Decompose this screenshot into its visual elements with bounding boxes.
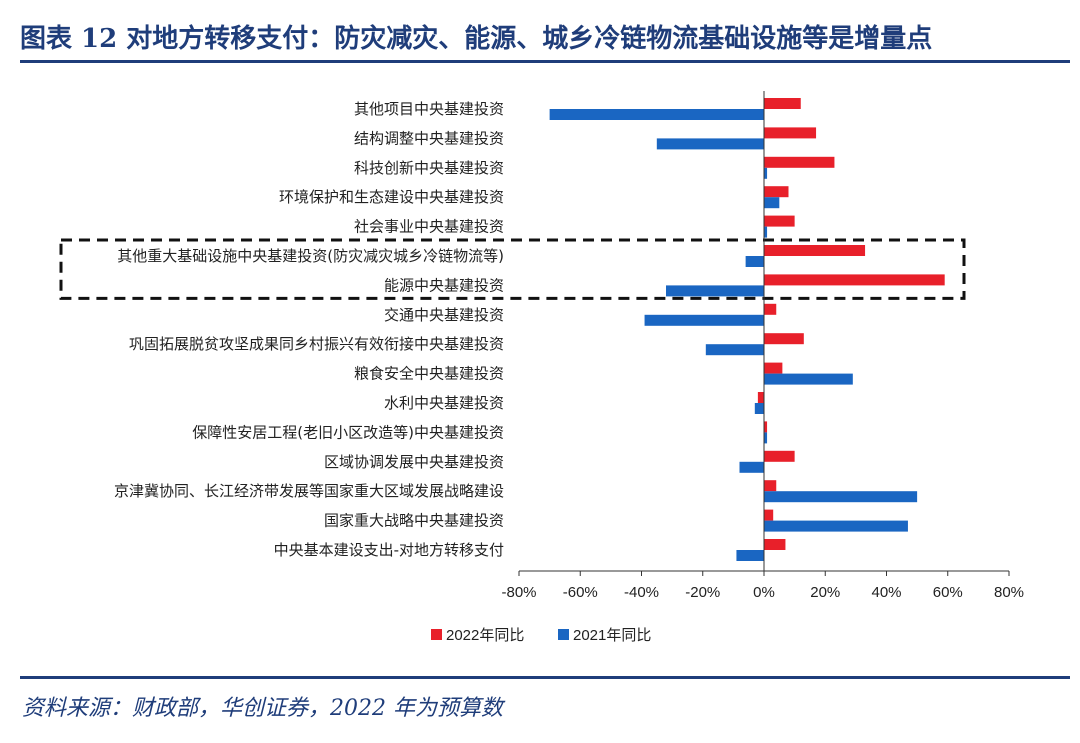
bar-2021 — [549, 109, 764, 120]
legend-label-2021: 2021年同比 — [573, 627, 651, 644]
bar-2021 — [764, 432, 768, 444]
category-label: 交通中央基建投资 — [384, 306, 504, 324]
bar-2021 — [644, 314, 764, 326]
bar-2021 — [745, 256, 764, 267]
category-label: 其他项目中央基建投资 — [354, 100, 504, 118]
x-tick-label: 80% — [994, 584, 1024, 601]
category-label: 粮食安全中央基建投资 — [354, 365, 504, 383]
bar-2022 — [764, 450, 795, 462]
bar-2022 — [764, 186, 789, 198]
category-label: 结构调整中央基建投资 — [354, 129, 504, 147]
bar-2021 — [736, 550, 764, 561]
category-labels: 其他项目中央基建投资结构调整中央基建投资科技创新中央基建投资环境保护和生态建设中… — [114, 100, 504, 559]
category-label: 保障性安居工程(老旧小区改造等)中央基建投资 — [192, 423, 504, 441]
bar-2021 — [666, 285, 764, 297]
category-label: 科技创新中央基建投资 — [354, 159, 504, 177]
category-label: 环境保护和生态建设中央基建投资 — [279, 188, 504, 206]
bar-2022 — [764, 98, 801, 109]
x-tick-label: -20% — [685, 584, 720, 601]
bars-layer — [549, 98, 945, 561]
chart-title: 图表 12 对地方转移支付：防灾减灾、能源、城乡冷链物流基础设施等是增量点 — [20, 24, 933, 54]
category-label: 水利中央基建投资 — [384, 394, 504, 412]
bar-2022 — [764, 480, 777, 492]
bar-2022 — [757, 392, 764, 403]
category-label: 区域协调发展中央基建投资 — [324, 453, 504, 471]
category-label: 巩固拓展脱贫攻坚成果同乡村振兴有效衔接中央基建投资 — [129, 335, 504, 353]
bar-2022 — [764, 303, 777, 315]
x-tick-label: 60% — [933, 584, 963, 601]
bar-2021 — [764, 167, 768, 179]
category-label: 社会事业中央基建投资 — [354, 218, 504, 236]
header-divider — [20, 60, 1070, 63]
chart-header: 图表 12 对地方转移支付：防灾减灾、能源、城乡冷链物流基础设施等是增量点 — [20, 12, 1070, 63]
x-tick-label: 40% — [871, 584, 901, 601]
legend-swatch-2021 — [558, 629, 569, 640]
axes-layer: -80% -60% -40% -20% 0% 20% 40% 60% 80% — [501, 91, 1024, 601]
x-tick-label: -80% — [501, 584, 536, 601]
bar-2021 — [764, 520, 908, 532]
bar-2022 — [764, 215, 795, 227]
highlight-layer — [59, 238, 966, 300]
bar-2021 — [764, 491, 918, 503]
category-label: 国家重大战略中央基建投资 — [324, 512, 504, 530]
source-note: 资料来源：财政部，华创证券，2022 年为预算数 — [22, 696, 503, 721]
bar-2022 — [764, 509, 774, 521]
bar-2021 — [764, 373, 853, 385]
bar-2022 — [764, 156, 835, 168]
footer-divider — [20, 676, 1070, 679]
bar-2022 — [764, 127, 817, 139]
bar-2021 — [739, 461, 764, 473]
category-label: 中央基本建设支出-对地方转移支付 — [274, 541, 504, 559]
legend-label-2022: 2022年同比 — [446, 627, 524, 644]
bar-2022 — [764, 421, 768, 433]
x-tick-label: 0% — [753, 584, 775, 601]
x-tick-label: -40% — [624, 584, 659, 601]
bar-2022 — [764, 362, 783, 374]
legend-swatch-2022 — [431, 629, 442, 640]
bar-2022 — [764, 539, 786, 550]
bar-2022 — [764, 274, 945, 286]
bar-2021 — [754, 403, 764, 414]
highlight-box — [59, 238, 966, 300]
x-tick-label: -60% — [563, 584, 598, 601]
category-label: 其他重大基础设施中央基建投资(防灾减灾城乡冷链物流等) — [117, 247, 504, 265]
x-tick-label: 20% — [810, 584, 840, 601]
bar-2021 — [764, 197, 780, 209]
bar-2021 — [764, 226, 768, 238]
legend: 2022年同比 2021年同比 — [431, 627, 651, 644]
category-label: 能源中央基建投资 — [384, 276, 504, 294]
category-label: 京津冀协同、长江经济带发展等国家重大区域发展战略建设 — [114, 482, 504, 500]
bar-2021 — [705, 344, 764, 356]
bar-2021 — [656, 138, 764, 150]
bar-2022 — [764, 245, 866, 256]
bar-2022 — [764, 333, 804, 345]
